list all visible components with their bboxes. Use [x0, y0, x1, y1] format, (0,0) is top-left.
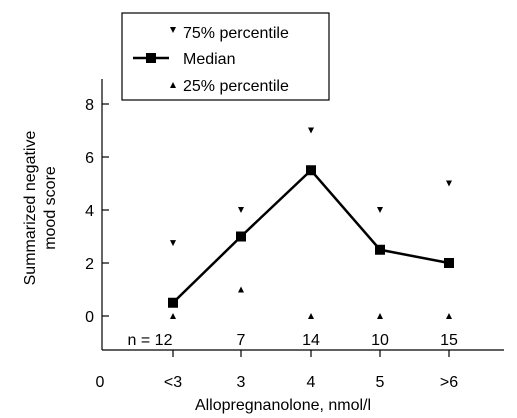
x-tick-label-1: 3 [237, 374, 246, 391]
markers [168, 127, 454, 319]
p75-point-1 [238, 207, 244, 213]
n-label-2: 14 [302, 332, 320, 349]
median-point-1 [236, 231, 246, 242]
median-point-4 [444, 258, 454, 268]
legend-box [121, 12, 330, 101]
x-tick-label-2: 4 [307, 374, 316, 391]
p75-point-3 [377, 207, 383, 213]
median-series-line [172, 168, 450, 304]
y-tick-label-1: 2 [85, 256, 94, 273]
legend-p75-label: 75% percentile [183, 25, 289, 42]
p25-point-3 [377, 313, 383, 319]
legend-median-label: Median [183, 51, 235, 68]
p25-point-4 [446, 313, 452, 319]
legend-median-marker [146, 53, 156, 63]
n-labels: n = 12 7 14 10 15 [128, 332, 458, 349]
p25-point-2 [308, 313, 314, 319]
p25-point-0 [170, 313, 176, 319]
median-point-3 [375, 244, 385, 255]
p75-point-0 [170, 240, 176, 247]
n-label-1: 7 [237, 332, 246, 349]
median-line [172, 168, 450, 304]
median-point-2 [306, 165, 316, 176]
legend-p25-label: 25% percentile [183, 78, 289, 95]
median-point-0 [168, 297, 178, 308]
n-label-4: 15 [440, 332, 458, 349]
y-axis-label-line1: Summarized negative [22, 131, 39, 286]
x-tick-label-4: >6 [440, 374, 458, 391]
n-label-3: 10 [371, 332, 389, 349]
x-origin-label: 0 [96, 374, 105, 391]
p25-point-1 [238, 286, 244, 293]
y-tick-label-4: 8 [85, 97, 94, 114]
p75-point-2 [308, 127, 314, 134]
legend-p25-marker [170, 82, 176, 88]
y-tick-label-0: 0 [85, 309, 94, 326]
y-ticks: 0 2 4 6 8 [85, 97, 109, 326]
x-tick-label-0: <3 [164, 374, 182, 391]
x-ticks: 0 <3 3 4 5 >6 [96, 350, 458, 391]
legend: 75% percentile Median 25% percentile [121, 12, 330, 101]
n-label-0: n = 12 [128, 332, 173, 349]
x-axis-label: Allopregnanolone, nmol/l [195, 397, 371, 414]
p75-point-4 [446, 180, 452, 187]
y-tick-label-2: 4 [85, 203, 94, 220]
y-tick-label-3: 6 [85, 150, 94, 167]
y-axis-label-line2: mood score [42, 166, 59, 250]
x-tick-label-3: 5 [376, 374, 385, 391]
legend-p75-marker [170, 27, 176, 33]
